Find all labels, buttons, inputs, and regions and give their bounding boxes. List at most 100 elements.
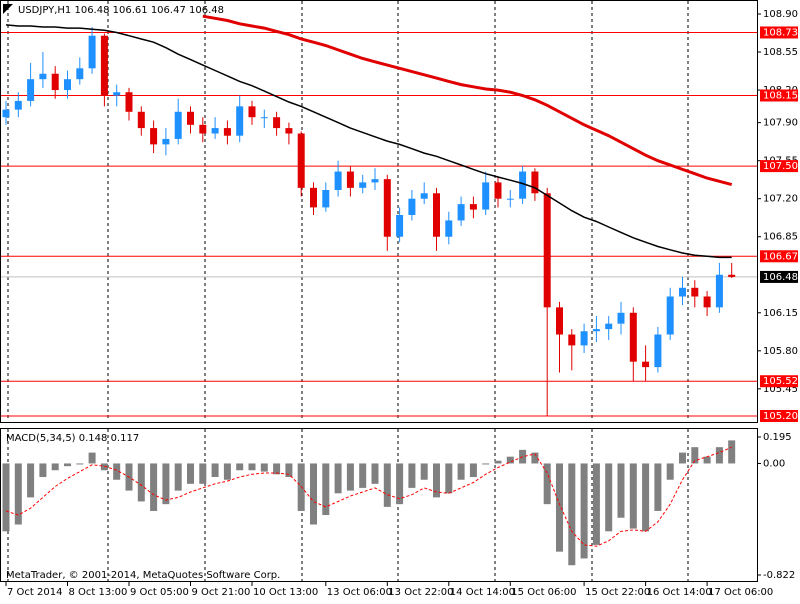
macd-bar	[64, 463, 71, 467]
candle-body	[199, 124, 207, 134]
candle-body	[494, 182, 502, 199]
candle-body	[371, 179, 379, 183]
x-tick-label: 16 Oct 14:00	[647, 587, 712, 598]
macd-bar	[310, 463, 317, 525]
level-box	[760, 89, 798, 102]
x-tick-label: 17 Oct 06:00	[708, 587, 773, 598]
candle-body	[14, 100, 22, 110]
level-label: 108.15	[763, 90, 798, 101]
level-box	[760, 160, 798, 173]
y-tick-label: 108.55	[763, 47, 798, 58]
candle-body	[420, 193, 428, 199]
y-tick-label: 106.15	[763, 308, 798, 319]
candle-body	[125, 92, 133, 112]
macd-bar	[51, 463, 59, 471]
macd-bar	[679, 452, 686, 464]
macd-bar	[580, 463, 588, 559]
candle-body	[469, 204, 477, 210]
x-tick-label: 13 Oct 06:00	[327, 587, 392, 598]
candle-body	[617, 312, 625, 324]
candle-body	[297, 133, 305, 188]
macd-bar	[408, 463, 416, 488]
candle-body	[76, 68, 84, 80]
candle-body	[728, 274, 736, 277]
y-tick-label: 106.85	[763, 232, 798, 243]
candle-body	[27, 79, 35, 101]
macd-bar	[359, 463, 367, 488]
candle-body	[346, 171, 354, 188]
y-tick-label: 108.90	[763, 9, 798, 20]
macd-bar	[728, 440, 736, 464]
candle-body	[273, 117, 281, 129]
candle-body	[679, 287, 686, 297]
candle-body	[137, 111, 145, 129]
candle-body	[162, 138, 170, 145]
candle-body	[457, 204, 465, 221]
candle-body	[187, 111, 194, 125]
macd-bar	[39, 463, 47, 478]
macd-y-tick-label: 0.00	[763, 458, 785, 469]
macd-bar	[543, 463, 551, 505]
macd-bar	[617, 463, 625, 518]
x-tick-label: 9 Oct 21:00	[192, 587, 251, 598]
macd-y-tick-label: -0.822	[763, 570, 795, 581]
current-price-label: 106.48	[763, 272, 798, 283]
macd-bar	[642, 463, 650, 532]
macd-bar	[531, 452, 539, 464]
level-label: 105.20	[763, 411, 798, 422]
macd-y-tick-label: 0.195	[763, 432, 792, 443]
level-box	[760, 26, 798, 39]
candle-body	[322, 190, 330, 208]
y-tick-label: 105.80	[763, 346, 798, 357]
chart-title: USDJPY,H1 106.48 106.61 106.47 106.48	[18, 5, 224, 16]
candle-body	[568, 334, 576, 346]
macd-bar	[433, 463, 440, 498]
macd-bar	[691, 447, 699, 464]
macd-bar	[113, 463, 121, 480]
x-tick-label: 14 Oct 14:00	[450, 587, 515, 598]
macd-bar	[27, 463, 35, 498]
moving-average	[202, 14, 733, 187]
macd-bar	[556, 463, 563, 552]
macd-bar	[346, 463, 354, 491]
macd-bar	[383, 463, 391, 507]
candle-body	[211, 128, 219, 134]
period-separators	[7, 1, 689, 581]
level-label: 108.73	[763, 27, 798, 38]
candle-body	[519, 171, 527, 199]
macd-bar	[187, 463, 194, 484]
plot-layer	[0, 14, 757, 566]
candle-body	[39, 73, 47, 80]
macd-title: MACD(5,34,5) 0.148 0.117	[6, 433, 139, 444]
candle-body	[666, 296, 674, 335]
macd-bar	[494, 460, 502, 464]
macd-bar	[248, 463, 256, 471]
candle-body	[88, 35, 96, 69]
candle-body	[580, 331, 588, 346]
level-box	[760, 250, 798, 263]
candle-body	[236, 106, 244, 136]
macd-bar	[629, 463, 637, 529]
level-box	[760, 375, 798, 388]
candle-body	[383, 179, 391, 237]
macd-bar	[199, 463, 207, 484]
footer-text: MetaTrader, © 2001-2014, MetaQuotes Soft…	[6, 570, 280, 581]
macd-bar	[605, 463, 613, 532]
macd-bar	[285, 463, 293, 478]
candle-body	[715, 274, 723, 308]
macd-bar	[654, 463, 662, 511]
candle-body	[150, 128, 158, 145]
macd-bar	[396, 463, 404, 505]
candle-body	[113, 92, 121, 96]
macd-bar	[174, 463, 182, 491]
x-tick-label: 15 Oct 22:00	[585, 587, 650, 598]
candle-body	[100, 35, 108, 96]
x-tick-label: 9 Oct 05:00	[130, 587, 189, 598]
candle-body	[51, 73, 59, 91]
candle-body	[445, 220, 453, 237]
macd-bar	[223, 463, 231, 480]
y-tick-label: 107.90	[763, 118, 798, 129]
moving-average	[5, 24, 732, 259]
one-click-arrow[interactable]	[3, 4, 13, 14]
